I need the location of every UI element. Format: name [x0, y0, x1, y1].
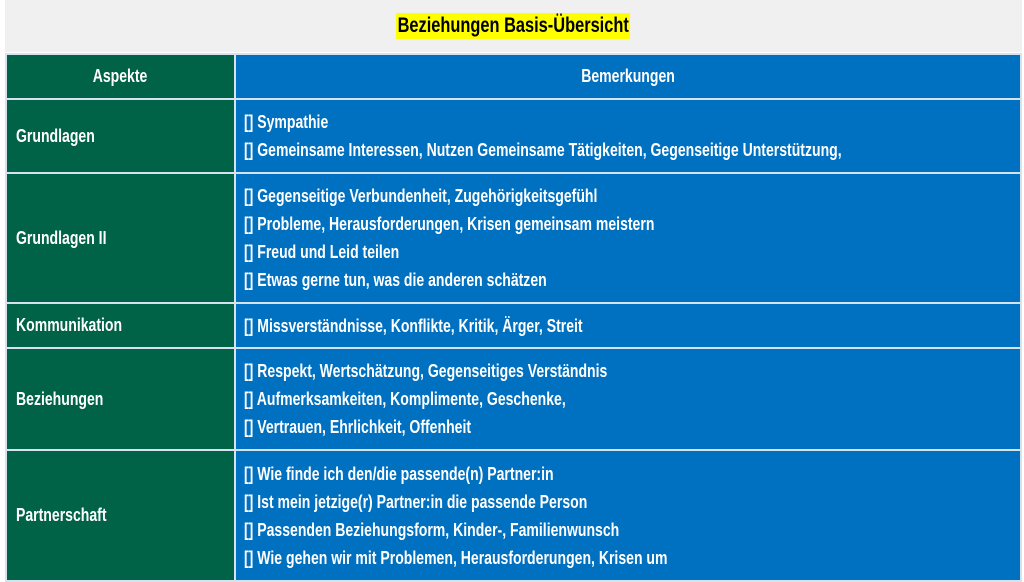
remark-text: [] Etwas gerne tun, was die anderen schä… — [244, 270, 547, 290]
remark-text: [] Vertrauen, Ehrlichkeit, Offenheit — [244, 417, 472, 437]
header-aspects: Aspekte — [5, 53, 236, 100]
remark-item: [] Wie finde ich den/die passende(n) Par… — [244, 460, 1020, 488]
table-row: Grundlagen [] Sympathie [] Gemeinsame Inte… — [5, 98, 1022, 174]
remark-text: [] Probleme, Herausforderungen, Krisen g… — [244, 214, 655, 234]
remark-item: [] Sympathie — [244, 108, 1020, 136]
table-row: Beziehungen [] Respekt, Wertschätzung, Ge… — [5, 347, 1022, 451]
title-bar: Beziehungen Basis-Übersicht — [5, 0, 1022, 52]
remark-text: [] Aufmerksamkeiten, Komplimente, Gesche… — [244, 389, 566, 409]
remark-item: [] Gegenseitige Verbundenheit, Zugehörig… — [244, 182, 1020, 210]
remark-item: [] Probleme, Herausforderungen, Krisen g… — [244, 210, 1020, 238]
page-title: Beziehungen Basis-Übersicht — [396, 13, 631, 39]
table-row: Partnerschaft [] Wie finde ich den/die pa… — [5, 449, 1022, 582]
table-row: Grundlagen II [] Gegenseitige Verbundenhe… — [5, 172, 1022, 304]
remark-item: [] Wie gehen wir mit Problemen, Herausfo… — [244, 544, 1020, 572]
remark-text: [] Gemeinsame Interessen, Nutzen Gemeins… — [244, 140, 842, 160]
remark-text: [] Passenden Beziehungsform, Kinder-, Fa… — [244, 519, 620, 540]
aspect-label: Grundlagen II — [16, 227, 107, 248]
remark-item: [] Freud und Leid teilen — [244, 238, 1020, 266]
header-aspects-label: Aspekte — [93, 66, 148, 86]
aspect-label: Beziehungen — [16, 388, 104, 409]
remark-item: [] Passenden Beziehungsform, Kinder-, Fa… — [244, 516, 1020, 544]
remarks-cell: [] Wie finde ich den/die passende(n) Par… — [234, 449, 1022, 582]
remarks-cell: [] Sympathie [] Gemeinsame Interessen, Nu… — [234, 98, 1022, 174]
remark-text: [] Wie gehen wir mit Problemen, Herausfo… — [244, 547, 668, 568]
aspect-cell: Beziehungen — [5, 347, 236, 451]
remark-item: [] Aufmerksamkeiten, Komplimente, Gesche… — [244, 385, 1020, 413]
aspect-cell: Partnerschaft — [5, 449, 236, 582]
remark-item: [] Ist mein jetzige(r) Partner:in die pa… — [244, 488, 1020, 516]
aspect-cell: Grundlagen II — [5, 172, 236, 304]
remark-text: [] Wie finde ich den/die passende(n) Par… — [244, 463, 554, 484]
remark-text: [] Freud und Leid teilen — [244, 242, 400, 262]
header-remarks: Bemerkungen — [234, 53, 1022, 100]
remarks-cell: [] Gegenseitige Verbundenheit, Zugehörig… — [234, 172, 1022, 304]
aspect-label: Kommunikation — [16, 315, 123, 335]
remark-text: [] Gegenseitige Verbundenheit, Zugehörig… — [244, 186, 598, 206]
remark-item: [] Gemeinsame Interessen, Nutzen Gemeins… — [244, 136, 1020, 164]
remarks-cell: [] Respekt, Wertschätzung, Gegenseitiges… — [234, 347, 1022, 451]
remark-item: [] Vertrauen, Ehrlichkeit, Offenheit — [244, 413, 1020, 441]
table-row: Kommunikation [] Missverständnisse, Konfl… — [5, 302, 1022, 349]
aspect-cell: Grundlagen — [5, 98, 236, 174]
remark-text: [] Ist mein jetzige(r) Partner:in die pa… — [244, 491, 588, 512]
remark-text: [] Respekt, Wertschätzung, Gegenseitiges… — [244, 361, 608, 381]
remark-item: [] Etwas gerne tun, was die anderen schä… — [244, 266, 1020, 294]
remark-text: [] Sympathie — [244, 112, 329, 132]
remark-text: [] Missverständnisse, Konflikte, Kritik,… — [244, 315, 583, 336]
aspect-cell: Kommunikation — [5, 302, 236, 349]
remark-item: [] Respekt, Wertschätzung, Gegenseitiges… — [244, 357, 1020, 385]
remark-item: [] Missverständnisse, Konflikte, Kritik,… — [244, 312, 1020, 340]
aspect-label: Grundlagen — [16, 125, 95, 146]
overview-table: Aspekte Bemerkungen Grundlagen [] Sympath… — [5, 53, 1022, 582]
header-remarks-label: Bemerkungen — [581, 66, 675, 86]
header-row: Aspekte Bemerkungen — [5, 53, 1022, 100]
aspect-label: Partnerschaft — [16, 505, 107, 525]
remarks-cell: [] Missverständnisse, Konflikte, Kritik,… — [234, 302, 1022, 349]
